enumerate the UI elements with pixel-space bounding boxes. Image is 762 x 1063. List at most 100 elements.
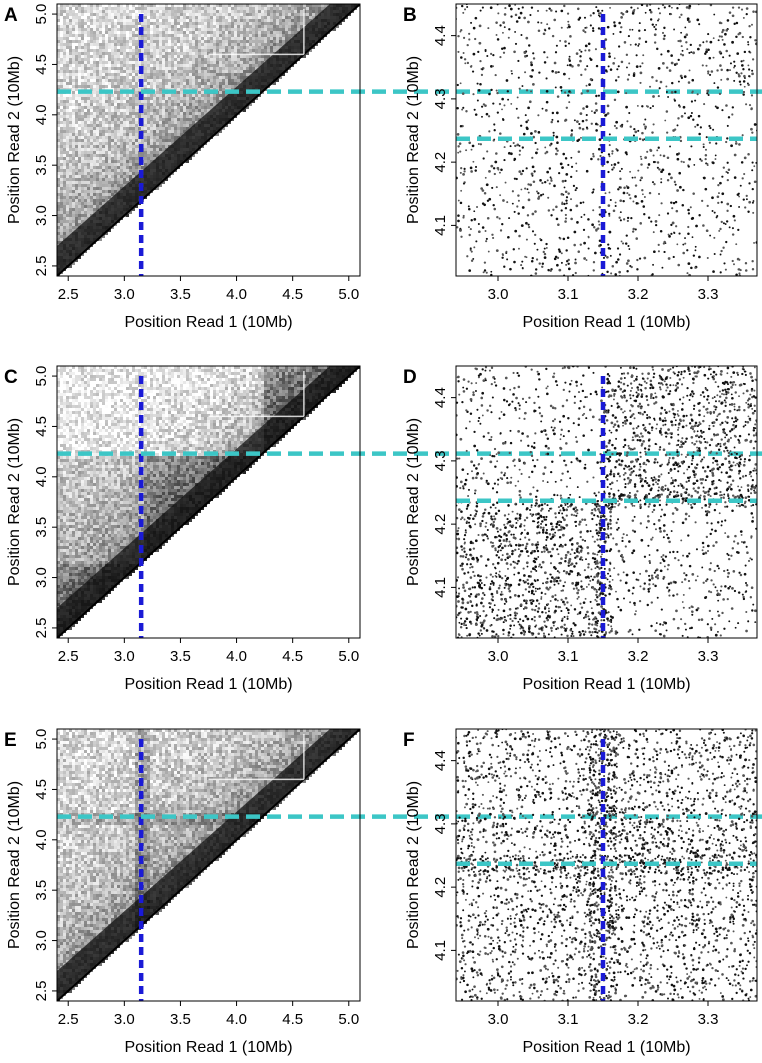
heatmap-cell bbox=[165, 43, 168, 46]
heatmap-cell bbox=[165, 76, 168, 79]
heatmap-cell bbox=[132, 160, 135, 163]
heatmap-cell bbox=[63, 22, 66, 25]
heatmap-cell bbox=[126, 157, 129, 160]
heatmap-cell bbox=[153, 49, 156, 52]
heatmap-cell bbox=[228, 121, 231, 124]
heatmap-cell bbox=[210, 10, 213, 13]
heatmap-cell bbox=[84, 130, 87, 133]
scatter-point bbox=[662, 154, 666, 158]
heatmap-cell bbox=[75, 157, 78, 160]
heatmap-cell bbox=[87, 166, 90, 169]
heatmap-cell bbox=[99, 103, 102, 106]
heatmap-cell bbox=[117, 178, 120, 181]
heatmap-cell bbox=[84, 79, 87, 82]
heatmap-cell bbox=[144, 43, 147, 46]
heatmap-cell bbox=[87, 16, 90, 19]
heatmap-cell bbox=[177, 112, 180, 115]
heatmap-cell bbox=[150, 109, 153, 112]
heatmap-cell bbox=[75, 55, 78, 58]
heatmap-cell bbox=[93, 163, 96, 166]
heatmap-cell bbox=[90, 181, 93, 184]
heatmap-cell bbox=[126, 79, 129, 82]
scatter-point bbox=[554, 255, 558, 259]
heatmap-cell bbox=[180, 124, 183, 127]
heatmap-cell bbox=[243, 19, 246, 22]
heatmap-cell bbox=[201, 46, 204, 49]
heatmap-cell bbox=[72, 130, 75, 133]
heatmap-cell bbox=[120, 82, 123, 85]
heatmap-cell bbox=[114, 139, 117, 142]
heatmap-cell bbox=[195, 61, 198, 64]
heatmap-cell bbox=[177, 88, 180, 91]
heatmap-cell bbox=[114, 79, 117, 82]
heatmap-cell bbox=[252, 58, 255, 61]
heatmap-cell bbox=[258, 28, 261, 31]
heatmap-cell bbox=[117, 52, 120, 55]
heatmap-cell bbox=[93, 58, 96, 61]
heatmap-cell bbox=[162, 100, 165, 103]
heatmap-cell bbox=[150, 58, 153, 61]
heatmap-cell bbox=[213, 85, 216, 88]
heatmap-cell bbox=[252, 7, 255, 10]
heatmap-cell bbox=[78, 157, 81, 160]
heatmap-cell bbox=[114, 37, 117, 40]
heatmap-cell bbox=[258, 34, 261, 37]
heatmap-cell bbox=[147, 124, 150, 127]
scatter-point bbox=[462, 214, 465, 217]
heatmap-cell bbox=[63, 184, 66, 187]
heatmap-cell bbox=[75, 208, 78, 211]
heatmap-cell bbox=[147, 76, 150, 79]
heatmap-cell bbox=[246, 73, 249, 76]
heatmap-cell bbox=[144, 10, 147, 13]
heatmap-cell bbox=[63, 235, 66, 238]
heatmap-cell bbox=[90, 55, 93, 58]
heatmap-cell bbox=[240, 58, 243, 61]
heatmap-cell bbox=[75, 175, 78, 178]
heatmap-cell bbox=[69, 49, 72, 52]
heatmap-cell bbox=[219, 13, 222, 16]
heatmap-cell bbox=[171, 61, 174, 64]
heatmap-cell bbox=[93, 112, 96, 115]
heatmap-cell bbox=[108, 16, 111, 19]
heatmap-cell bbox=[198, 79, 201, 82]
heatmap-cell bbox=[75, 214, 78, 217]
heatmap-cell bbox=[270, 31, 273, 34]
heatmap-cell bbox=[87, 22, 90, 25]
heatmap-cell bbox=[234, 40, 237, 43]
heatmap-cell bbox=[84, 100, 87, 103]
heatmap-cell bbox=[198, 40, 201, 43]
heatmap-cell bbox=[78, 208, 81, 211]
heatmap-cell bbox=[138, 4, 141, 7]
heatmap-cell bbox=[57, 241, 60, 244]
heatmap-cell bbox=[123, 25, 126, 28]
heatmap-cell bbox=[288, 16, 291, 19]
heatmap-cell bbox=[87, 172, 90, 175]
heatmap-cell bbox=[234, 76, 237, 79]
heatmap-cell bbox=[162, 97, 165, 100]
heatmap-cell bbox=[156, 10, 159, 13]
heatmap-cell bbox=[96, 163, 99, 166]
heatmap-cell bbox=[78, 160, 81, 163]
scatter-point bbox=[659, 230, 663, 233]
heatmap-cell bbox=[276, 16, 279, 19]
heatmap-cell bbox=[84, 25, 87, 28]
heatmap-cell bbox=[81, 163, 84, 166]
heatmap-cell bbox=[78, 199, 81, 202]
heatmap-cell bbox=[81, 52, 84, 55]
heatmap-cell bbox=[210, 16, 213, 19]
heatmap-cell bbox=[69, 124, 72, 127]
heatmap-cell bbox=[156, 100, 159, 103]
heatmap-cell bbox=[99, 160, 102, 163]
heatmap-cell bbox=[96, 118, 99, 121]
heatmap-cell bbox=[276, 28, 279, 31]
heatmap-cell bbox=[60, 55, 63, 58]
heatmap-cell bbox=[144, 64, 147, 67]
scatter-point bbox=[564, 157, 568, 160]
heatmap-cell bbox=[198, 52, 201, 55]
heatmap-cell bbox=[249, 34, 252, 37]
heatmap-cell bbox=[63, 121, 66, 124]
heatmap-cell bbox=[120, 142, 123, 145]
heatmap-cell bbox=[159, 55, 162, 58]
heatmap-cell bbox=[243, 76, 246, 79]
heatmap-cell bbox=[69, 229, 72, 232]
